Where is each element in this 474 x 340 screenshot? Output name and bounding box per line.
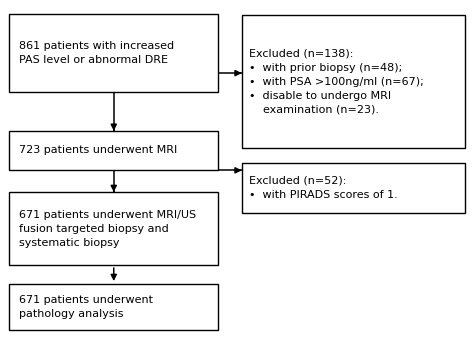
Text: 861 patients with increased
PAS level or abnormal DRE: 861 patients with increased PAS level or… [19, 41, 174, 65]
FancyBboxPatch shape [9, 14, 218, 92]
Text: Excluded (n=138):
•  with prior biopsy (n=48);
•  with PSA >100ng/ml (n=67);
•  : Excluded (n=138): • with prior biopsy (n… [249, 49, 424, 115]
FancyBboxPatch shape [9, 284, 218, 330]
FancyBboxPatch shape [9, 131, 218, 170]
Text: Excluded (n=52):
•  with PIRADS scores of 1.: Excluded (n=52): • with PIRADS scores of… [249, 176, 398, 200]
Text: 723 patients underwent MRI: 723 patients underwent MRI [19, 146, 177, 155]
FancyBboxPatch shape [242, 163, 465, 212]
Text: 671 patients underwent
pathology analysis: 671 patients underwent pathology analysi… [19, 295, 153, 319]
FancyBboxPatch shape [242, 15, 465, 148]
FancyBboxPatch shape [9, 192, 218, 265]
Text: 671 patients underwent MRI/US
fusion targeted biopsy and
systematic biopsy: 671 patients underwent MRI/US fusion tar… [19, 210, 196, 248]
